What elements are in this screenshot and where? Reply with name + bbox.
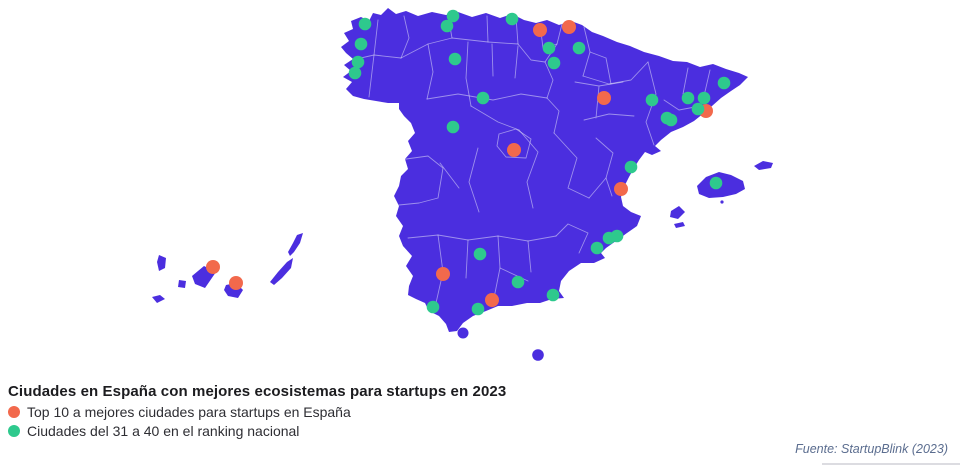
- city-dot-rank31-40[interactable]: [572, 41, 586, 55]
- ceuta-blob: [457, 327, 469, 339]
- city-dot-rank31-40[interactable]: [691, 102, 705, 116]
- city-dot-top10[interactable]: [533, 23, 547, 37]
- melilla-blob: [532, 349, 544, 361]
- la-palma-island: [157, 255, 166, 271]
- city-dot-top10[interactable]: [206, 260, 220, 274]
- city-dot-rank31-40[interactable]: [511, 275, 525, 289]
- city-dot-rank31-40[interactable]: [717, 76, 731, 90]
- city-dot-top10[interactable]: [562, 20, 576, 34]
- city-dot-top10[interactable]: [507, 143, 521, 157]
- lanzarote-island: [288, 233, 303, 256]
- city-dot-top10[interactable]: [614, 182, 628, 196]
- city-dot-rank31-40[interactable]: [505, 12, 519, 26]
- city-dot-rank31-40[interactable]: [590, 241, 604, 255]
- formentera-island: [674, 222, 685, 228]
- la-gomera-island: [178, 280, 186, 288]
- el-hierro-island: [152, 295, 165, 303]
- city-dot-rank31-40[interactable]: [476, 91, 490, 105]
- city-dot-rank31-40[interactable]: [354, 37, 368, 51]
- legend-item-rank31-40: Ciudades del 31 a 40 en el ranking nacio…: [8, 423, 528, 439]
- city-dot-top10[interactable]: [597, 91, 611, 105]
- city-dot-rank31-40[interactable]: [664, 113, 678, 127]
- city-dot-rank31-40[interactable]: [697, 91, 711, 105]
- city-dot-rank31-40[interactable]: [602, 231, 616, 245]
- city-dot-rank31-40[interactable]: [645, 93, 659, 107]
- balearic-islands: [670, 161, 773, 228]
- legend-item-top10: Top 10 a mejores ciudades para startups …: [8, 404, 528, 420]
- map-title: Ciudades en España con mejores ecosistem…: [8, 383, 507, 400]
- source-attribution: Fuente: StartupBlink (2023): [795, 442, 948, 456]
- city-dot-rank31-40[interactable]: [681, 91, 695, 105]
- bottom-edge-divider: [822, 463, 960, 465]
- city-dot-rank31-40[interactable]: [358, 17, 372, 31]
- legend-label-rank31-40: Ciudades del 31 a 40 en el ranking nacio…: [27, 423, 300, 439]
- city-dot-rank31-40[interactable]: [348, 66, 362, 80]
- fuerteventura-island: [270, 258, 293, 285]
- city-dot-rank31-40[interactable]: [440, 19, 454, 33]
- cabrera-island: [720, 200, 724, 204]
- city-dot-rank31-40[interactable]: [471, 302, 485, 316]
- map-points-layer: [206, 9, 731, 316]
- autonomous-cities: [457, 327, 544, 361]
- city-dot-rank31-40[interactable]: [542, 41, 556, 55]
- city-dot-rank31-40[interactable]: [426, 300, 440, 314]
- city-dot-rank31-40[interactable]: [547, 56, 561, 70]
- menorca-island: [754, 161, 773, 170]
- city-dot-rank31-40[interactable]: [473, 247, 487, 261]
- rank31-40-legend-dot-icon: [8, 425, 20, 437]
- city-dot-rank31-40[interactable]: [546, 288, 560, 302]
- ibiza-island: [670, 206, 685, 219]
- city-dot-top10[interactable]: [436, 267, 450, 281]
- canary-islands: [152, 233, 303, 303]
- city-dot-rank31-40[interactable]: [624, 160, 638, 174]
- spain-peninsula: [341, 8, 748, 332]
- city-dot-rank31-40[interactable]: [709, 176, 723, 190]
- caption-block: Ciudades en España con mejores ecosistem…: [8, 383, 528, 442]
- city-dot-top10[interactable]: [485, 293, 499, 307]
- city-dot-rank31-40[interactable]: [448, 52, 462, 66]
- legend-label-top10: Top 10 a mejores ciudades para startups …: [27, 404, 351, 420]
- city-dot-rank31-40[interactable]: [446, 120, 460, 134]
- city-dot-rank31-40[interactable]: [351, 55, 365, 69]
- city-dot-top10[interactable]: [229, 276, 243, 290]
- top10-legend-dot-icon: [8, 406, 20, 418]
- city-dot-rank31-40[interactable]: [446, 9, 460, 23]
